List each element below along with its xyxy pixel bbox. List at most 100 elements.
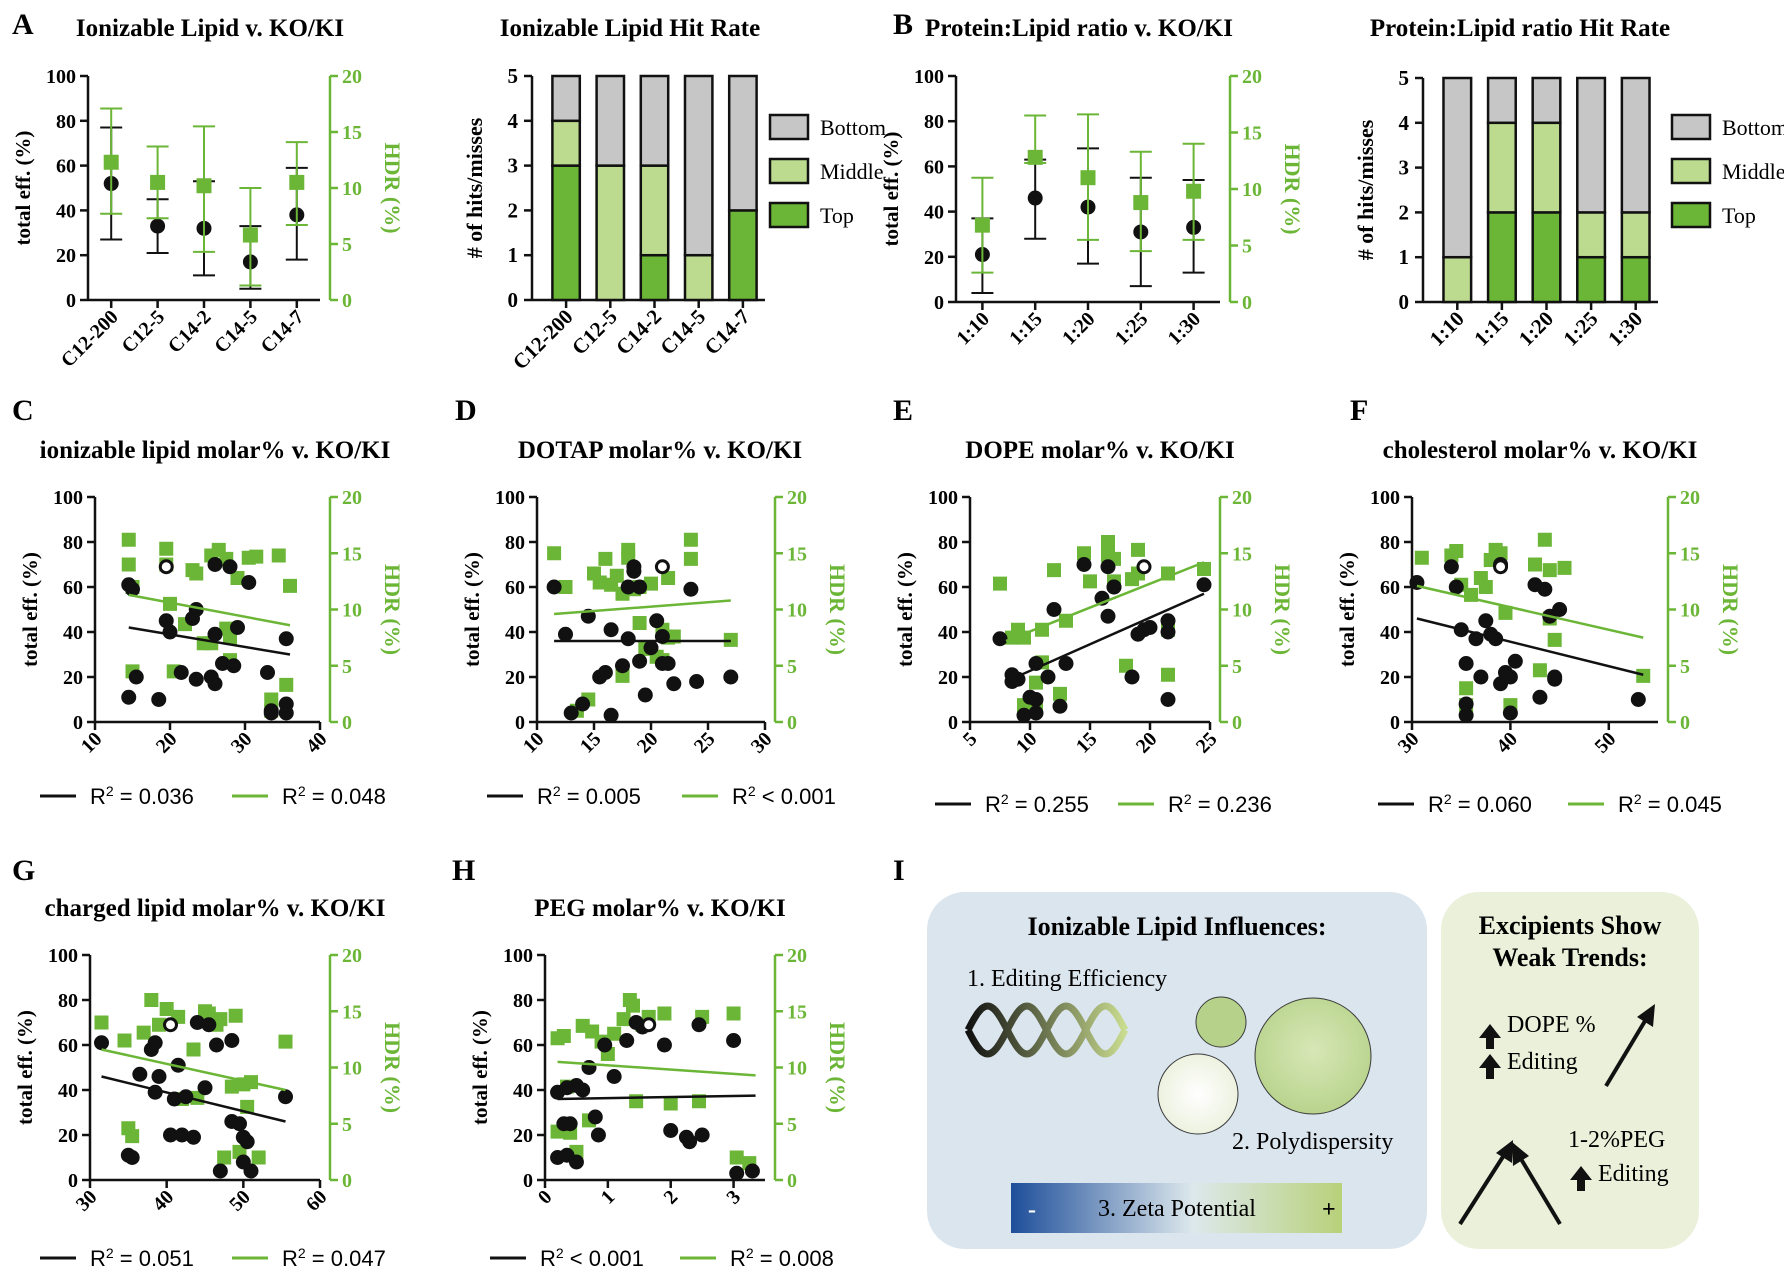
- x-tick-label: 10: [1012, 728, 1042, 758]
- summary-left-title: Ionizable Lipid Influences:: [1027, 912, 1326, 941]
- total-eff-point: [1502, 705, 1518, 721]
- mean-point-total: [1027, 190, 1043, 206]
- bar-segment-top: [1486, 211, 1517, 304]
- fit-line-green: [101, 1048, 286, 1092]
- y2-axis-label: HDR (%): [1280, 143, 1305, 234]
- total-eff-point: [1537, 581, 1553, 597]
- total-eff-point: [1532, 689, 1548, 705]
- total-eff-point: [1028, 705, 1044, 721]
- y2-tick-label: 20: [1680, 487, 1700, 509]
- fit-line-black: [128, 626, 291, 656]
- total-eff-point: [1630, 692, 1646, 707]
- legend-swatch-bottom: [1670, 113, 1712, 141]
- x-tick-label: 50: [225, 1186, 255, 1216]
- total-eff-point: [1160, 613, 1176, 629]
- legend-swatch-bottom: [768, 113, 810, 141]
- bar-segment-bottom: [1442, 76, 1473, 259]
- x-tick-label: 5: [959, 728, 982, 751]
- x-tick-label: 25: [690, 728, 720, 758]
- y2-tick-label: 20: [787, 487, 807, 509]
- x-tick-label: C12-5: [117, 306, 169, 358]
- total-eff-point: [243, 1163, 259, 1179]
- y2-tick-label: 15: [342, 122, 362, 144]
- total-eff-point: [207, 626, 223, 642]
- total-eff-point: [241, 575, 257, 590]
- total-eff-point: [124, 1150, 140, 1165]
- highlight-point: [1136, 559, 1152, 575]
- y-tick-label: 100: [53, 487, 83, 509]
- hdr-point: [1083, 574, 1097, 589]
- total-eff-point: [1040, 669, 1056, 685]
- mean-point-hdr: [1186, 183, 1202, 199]
- chart-c-ionizable-molar: ionizable lipid molar% v. KO/KI 0 20 40 60 80…: [18, 437, 405, 809]
- y-tick-label: 100: [914, 66, 944, 88]
- y-tick-label: 100: [46, 66, 76, 88]
- mean-point-hdr: [242, 227, 258, 243]
- y2-axis-label: HDR (%): [1718, 564, 1743, 655]
- bar-segment-top: [1576, 255, 1607, 304]
- total-eff-point: [563, 705, 579, 721]
- total-eff-point: [575, 696, 591, 712]
- y2-tick-label: 20: [342, 945, 362, 967]
- zeta-potential-bar: [1011, 1183, 1342, 1233]
- y-tick-label: 0: [523, 1170, 533, 1192]
- dope-editing-up-arrow-icon: [1479, 1054, 1501, 1079]
- y2-tick-label: 10: [787, 600, 807, 622]
- y2-tick-label: 5: [342, 234, 352, 256]
- bar-segment-bottom: [727, 74, 758, 212]
- total-eff-point: [587, 1109, 603, 1125]
- hdr-point: [1542, 563, 1557, 578]
- x-tick-label: 40: [302, 728, 332, 758]
- y-axis-label: total eff. (%): [879, 132, 903, 247]
- mean-point-hdr: [289, 174, 305, 190]
- total-eff-point: [94, 1035, 109, 1051]
- hdr-point: [283, 578, 297, 593]
- trend-arrow-up-right-icon: [1604, 1004, 1655, 1088]
- total-eff-point: [649, 613, 665, 629]
- hdr-point: [598, 551, 613, 566]
- dna-icon: [964, 1002, 1129, 1058]
- y-tick-label: 0: [934, 292, 944, 314]
- mean-point-hdr: [150, 174, 166, 190]
- x-tick-label: 20: [1132, 728, 1162, 758]
- total-eff-point: [188, 671, 204, 687]
- total-eff-point: [201, 1017, 217, 1033]
- y-tick-label: 60: [938, 577, 958, 599]
- legend-r2-label: R2 = 0.051: [90, 1245, 194, 1271]
- panel-letter-c: C: [12, 394, 34, 427]
- trend-arrow-peg-left-icon: [1458, 1140, 1513, 1226]
- y-tick-label: 4: [1399, 111, 1410, 135]
- x-tick-label: C12-200: [57, 306, 123, 372]
- x-tick-label: 30: [227, 728, 257, 758]
- panel-letter-d: D: [455, 394, 477, 427]
- total-eff-point: [603, 707, 619, 723]
- peg-label: 1-2%PEG: [1568, 1127, 1665, 1153]
- total-eff-point: [209, 1037, 224, 1053]
- legend-r2-label: R2 = 0.045: [1618, 791, 1722, 817]
- x-tick-label: 1:20: [1514, 307, 1558, 351]
- hdr-point: [224, 1079, 239, 1094]
- hdr-point: [1449, 544, 1464, 558]
- x-tick-label: 1:30: [1603, 307, 1647, 351]
- y-tick-label: 0: [515, 712, 525, 734]
- hdr-point: [1101, 535, 1115, 549]
- chart-a-ionizable-lipid: Ionizable Lipid v. KO/KI020406080100tota…: [11, 15, 405, 372]
- y2-tick-label: 10: [1232, 600, 1252, 622]
- total-eff-point: [222, 559, 238, 575]
- polydispersity-large-circle: [1254, 997, 1372, 1115]
- y-tick-label: 1: [1399, 245, 1410, 269]
- y2-tick-label: 0: [787, 712, 797, 734]
- total-eff-point: [590, 1127, 606, 1143]
- total-eff-point: [121, 689, 137, 705]
- total-eff-point: [260, 665, 275, 680]
- total-eff-point: [189, 1015, 205, 1030]
- x-tick-label: C14-5: [655, 305, 710, 360]
- hdr-point: [683, 551, 698, 566]
- chart-title: DOPE molar% v. KO/KI: [965, 437, 1234, 464]
- y2-tick-label: 5: [342, 656, 352, 678]
- y2-tick-label: 0: [1680, 712, 1690, 734]
- y-tick-label: 100: [503, 945, 533, 967]
- total-eff-point: [278, 696, 294, 712]
- total-eff-point: [239, 1134, 255, 1150]
- legend-label: Middle: [820, 159, 884, 184]
